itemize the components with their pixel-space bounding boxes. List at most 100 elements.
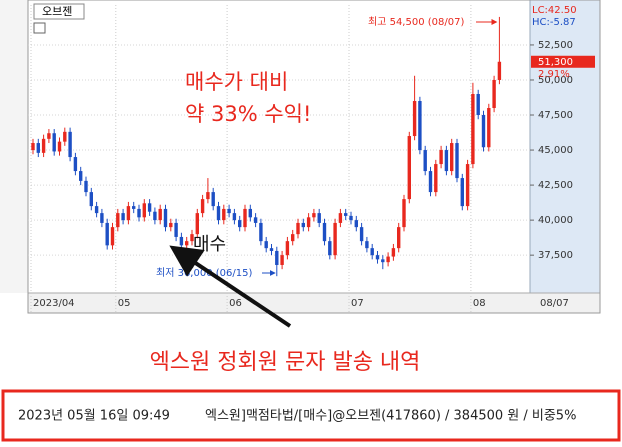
candle-body bbox=[100, 213, 104, 223]
candle-body bbox=[476, 93, 480, 116]
candle-body bbox=[185, 241, 189, 246]
candle-body bbox=[116, 213, 120, 228]
stock-select[interactable] bbox=[33, 3, 85, 20]
candle-body bbox=[41, 138, 46, 153]
candle-body bbox=[206, 192, 210, 200]
candle-body bbox=[391, 248, 396, 257]
candle-body bbox=[328, 241, 332, 256]
grid-icon[interactable] bbox=[33, 22, 46, 34]
candle-body bbox=[322, 222, 327, 242]
candle-body bbox=[460, 178, 464, 207]
last-price-label: 51,300 bbox=[538, 57, 573, 68]
candle-body bbox=[487, 108, 491, 148]
frame bbox=[27, 0, 601, 314]
candle-body bbox=[126, 206, 131, 221]
candle-body bbox=[338, 213, 343, 223]
candle-body bbox=[418, 101, 422, 151]
candle-body bbox=[190, 234, 194, 242]
candle-body bbox=[137, 208, 141, 218]
candle-body bbox=[306, 217, 311, 228]
candle-body bbox=[89, 192, 93, 207]
candle-body bbox=[471, 93, 475, 165]
candle-body bbox=[52, 133, 56, 152]
left-margin bbox=[0, 0, 28, 293]
candle-body bbox=[79, 171, 83, 181]
candle-body bbox=[158, 208, 162, 221]
y-tick-label: 52,500 bbox=[538, 40, 573, 51]
candle-body bbox=[84, 180, 88, 193]
candle-body bbox=[296, 222, 300, 235]
candle-body bbox=[359, 227, 364, 242]
candle-body bbox=[227, 208, 231, 214]
candle-body bbox=[153, 211, 157, 221]
candle-body bbox=[497, 61, 502, 80]
candle-body bbox=[312, 213, 316, 218]
x-tick-label: 2023/04 bbox=[33, 298, 75, 309]
y-tick-label: 40,000 bbox=[538, 215, 573, 226]
candle-body bbox=[142, 203, 146, 218]
hc-label: HC:-5.87 bbox=[532, 17, 576, 28]
lc-label: LC:42.50 bbox=[532, 5, 577, 16]
candle-body bbox=[105, 222, 109, 246]
candle-body bbox=[455, 143, 459, 179]
x-tick-label: 05 bbox=[118, 298, 131, 309]
candle-body bbox=[63, 131, 67, 142]
candle-body bbox=[68, 131, 72, 158]
candle-body bbox=[397, 227, 401, 249]
candle-body bbox=[264, 241, 268, 249]
candle-body bbox=[365, 241, 369, 249]
candle-body bbox=[412, 101, 417, 137]
candle-body bbox=[349, 215, 353, 221]
message-text: 엑스원]맥점타법/[매수]@오브젠(417860) / 384500 원 / 비… bbox=[205, 409, 576, 424]
candle-body bbox=[31, 143, 35, 151]
candle-body bbox=[73, 157, 78, 172]
candle-body bbox=[163, 208, 168, 228]
candle-body bbox=[94, 206, 99, 214]
candle-body bbox=[370, 248, 374, 256]
candle-body bbox=[402, 199, 406, 228]
candle-body bbox=[211, 192, 215, 207]
annotation: 약 33% 수익! bbox=[185, 102, 311, 126]
candle-body bbox=[280, 255, 284, 265]
candle-body bbox=[492, 79, 496, 109]
headline: 엑스원 정회원 문자 발송 내역 bbox=[150, 350, 421, 375]
candle-body bbox=[57, 141, 62, 152]
candle-body bbox=[386, 256, 390, 263]
last-price-box bbox=[531, 55, 595, 68]
candle-body bbox=[481, 115, 486, 148]
x-tick-label: 06 bbox=[229, 298, 242, 309]
candle-body bbox=[232, 213, 237, 221]
candle-body bbox=[407, 136, 411, 200]
candle-body bbox=[147, 203, 152, 212]
candle-body bbox=[47, 133, 51, 139]
high-note: 최고 54,500 (08/07) bbox=[368, 16, 464, 28]
y-axis-panel bbox=[529, 0, 601, 294]
candle-body bbox=[269, 248, 274, 251]
candle-body bbox=[195, 213, 199, 235]
y-tick-label: 45,000 bbox=[538, 145, 573, 156]
candle-body bbox=[121, 213, 125, 221]
candle-body bbox=[243, 208, 247, 228]
annotation: 매수 bbox=[193, 234, 226, 255]
stock-name: 오브젠 bbox=[42, 5, 72, 18]
candle-body bbox=[200, 199, 205, 214]
candle-body bbox=[275, 250, 279, 265]
x-axis-strip bbox=[27, 292, 601, 314]
candle-body bbox=[423, 150, 427, 172]
candle-body bbox=[216, 206, 221, 221]
candle-body bbox=[222, 208, 226, 221]
candle-body bbox=[248, 208, 252, 218]
candle-body bbox=[110, 227, 115, 246]
candle-body bbox=[285, 241, 290, 256]
candle-body bbox=[450, 143, 454, 172]
candle-body bbox=[301, 222, 305, 228]
candle-body bbox=[375, 255, 380, 260]
y-tick-label: 50,000 bbox=[538, 75, 573, 86]
candle-body bbox=[259, 222, 263, 242]
candle-body bbox=[465, 164, 470, 207]
candle-body bbox=[344, 213, 348, 216]
candle-body bbox=[238, 220, 242, 228]
message-time: 2023년 05월 16일 09:49 bbox=[18, 409, 170, 424]
candle-body bbox=[439, 150, 443, 165]
